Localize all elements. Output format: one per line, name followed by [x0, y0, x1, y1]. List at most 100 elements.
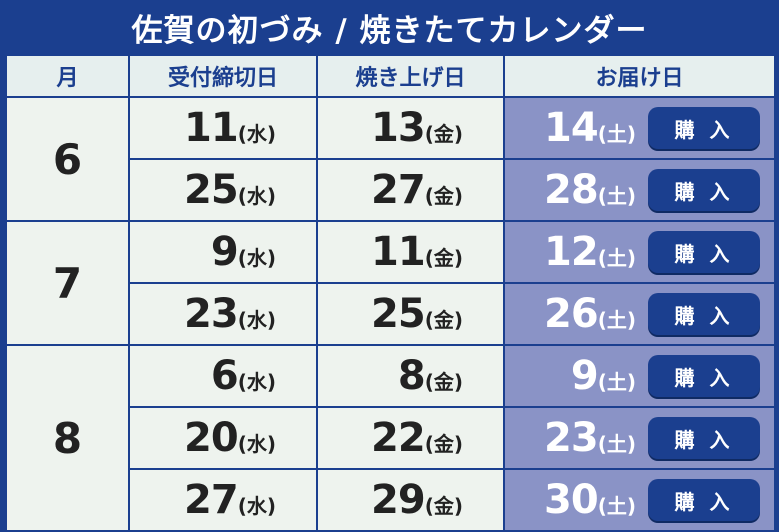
bake-cell: 13(金): [316, 96, 505, 160]
table-row: 20(水) 22(金) 23 (土) 購 入: [6, 406, 776, 470]
deadline-cell-day: 25: [184, 167, 239, 213]
delivery-day: 9: [570, 353, 599, 399]
buy-button[interactable]: 購 入: [648, 107, 760, 149]
delivery-date: 28 (土): [516, 167, 636, 213]
delivery-day: 12: [544, 229, 599, 275]
delivery-date: 14 (土): [516, 105, 636, 151]
delivery-weekday: (土): [597, 432, 636, 456]
deadline-cell-weekday: (水): [237, 370, 276, 394]
table-row: 7 9(水) 11(金) 12 (土) 購 入: [5, 220, 776, 346]
table-row: 27(水) 29(金) 30 (土) 購 入: [6, 468, 776, 532]
delivery-weekday: (土): [597, 122, 636, 146]
buy-button[interactable]: 購 入: [648, 293, 760, 335]
deadline-cell-day: 20: [184, 415, 239, 461]
delivery-weekday: (土): [597, 184, 636, 208]
delivery-content: 28 (土) 購 入: [505, 160, 774, 220]
buy-button[interactable]: 購 入: [648, 417, 760, 459]
deadline-cell: 27(水): [128, 468, 318, 532]
deadline-cell-weekday: (水): [237, 308, 276, 332]
delivery-date: 12 (土): [516, 229, 636, 275]
bake-cell-weekday: (金): [424, 308, 463, 332]
delivery-weekday: (土): [597, 494, 636, 518]
deadline-cell: 20(水): [128, 406, 318, 470]
bake-cell-day: 27: [371, 167, 426, 213]
deadline-cell-day: 27: [184, 477, 239, 523]
delivery-cell: 14 (土) 購 入: [503, 96, 776, 160]
deadline-cell-day: 23: [184, 291, 239, 337]
delivery-cell: 12 (土) 購 入: [503, 220, 776, 284]
delivery-date: 9 (土): [516, 353, 636, 399]
delivery-weekday: (土): [597, 246, 636, 270]
bake-cell-weekday: (金): [424, 246, 463, 270]
bake-cell: 27(金): [316, 158, 505, 222]
deadline-cell: 23(水): [128, 282, 318, 346]
bake-cell-day: 25: [371, 291, 426, 337]
table-row: 6 11(水) 13(金) 14 (土) 購 入: [5, 96, 776, 222]
calendar-title: 佐賀の初づみ / 焼きたてカレンダー: [131, 12, 648, 49]
bake-cell-day: 29: [371, 477, 426, 523]
deadline-cell: 25(水): [128, 158, 318, 222]
calendar-table: 月 受付締切日 焼き上げ日 お届け日 6 11(水) 13(金) 14 (土) 購 入 25…: [5, 54, 776, 532]
month-cell: 6: [5, 96, 130, 222]
bake-cell: 8(金): [316, 344, 505, 408]
bake-cell-day: 13: [371, 105, 426, 151]
month-cell: 8: [5, 344, 130, 532]
month-cell: 7: [5, 220, 130, 346]
deadline-cell-day: 9: [210, 229, 239, 275]
header-row: 月 受付締切日 焼き上げ日 お届け日: [5, 54, 776, 98]
table-row: 8 6(水) 8(金) 9 (土) 購 入: [5, 344, 776, 532]
delivery-cell: 26 (土) 購 入: [503, 282, 776, 346]
bake-cell: 29(金): [316, 468, 505, 532]
bake-cell-day: 8: [397, 353, 426, 399]
bake-cell-weekday: (金): [424, 494, 463, 518]
deadline-cell: 11(水): [128, 96, 318, 160]
bake-cell: 22(金): [316, 406, 505, 470]
delivery-day: 26: [544, 291, 599, 337]
deadline-cell: 6(水): [128, 344, 318, 408]
delivery-cell: 28 (土) 購 入: [503, 158, 776, 222]
header-deadline: 受付締切日: [128, 54, 318, 98]
delivery-content: 26 (土) 購 入: [505, 284, 774, 344]
delivery-date: 30 (土): [516, 477, 636, 523]
table-row: 23(水) 25(金) 26 (土) 購 入: [6, 282, 776, 346]
calendar-body: 6 11(水) 13(金) 14 (土) 購 入 25(水) 27(金) 28 (土) 購 入 7 9(…: [5, 96, 776, 532]
buy-button[interactable]: 購 入: [648, 479, 760, 521]
delivery-day: 23: [544, 415, 599, 461]
delivery-content: 9 (土) 購 入: [505, 346, 774, 406]
bake-cell-day: 22: [371, 415, 426, 461]
deadline-cell: 9(水): [128, 220, 318, 284]
bake-cell-weekday: (金): [424, 184, 463, 208]
deadline-cell-weekday: (水): [237, 122, 276, 146]
bake-cell-weekday: (金): [424, 370, 463, 394]
delivery-day: 30: [544, 477, 599, 523]
delivery-content: 30 (土) 購 入: [505, 470, 774, 530]
deadline-cell-weekday: (水): [237, 494, 276, 518]
buy-button[interactable]: 購 入: [648, 355, 760, 397]
delivery-cell: 9 (土) 購 入: [503, 344, 776, 408]
delivery-date: 23 (土): [516, 415, 636, 461]
bake-cell: 25(金): [316, 282, 505, 346]
header-month: 月: [5, 54, 130, 98]
delivery-cell: 23 (土) 購 入: [503, 406, 776, 470]
delivery-day: 14: [544, 105, 599, 151]
bake-cell-day: 11: [371, 229, 426, 275]
deadline-cell-day: 11: [184, 105, 239, 151]
deadline-cell-day: 6: [210, 353, 239, 399]
delivery-date: 26 (土): [516, 291, 636, 337]
header-bake: 焼き上げ日: [316, 54, 505, 98]
delivery-content: 12 (土) 購 入: [505, 222, 774, 282]
bake-cell: 11(金): [316, 220, 505, 284]
deadline-cell-weekday: (水): [237, 184, 276, 208]
header-delivery: お届け日: [503, 54, 776, 98]
buy-button[interactable]: 購 入: [648, 231, 760, 273]
table-row: 25(水) 27(金) 28 (土) 購 入: [6, 158, 776, 222]
buy-button[interactable]: 購 入: [648, 169, 760, 211]
bake-cell-weekday: (金): [424, 432, 463, 456]
delivery-weekday: (土): [597, 370, 636, 394]
deadline-cell-weekday: (水): [237, 246, 276, 270]
delivery-cell: 30 (土) 購 入: [503, 468, 776, 532]
delivery-day: 28: [544, 167, 599, 213]
deadline-cell-weekday: (水): [237, 432, 276, 456]
delivery-weekday: (土): [597, 308, 636, 332]
